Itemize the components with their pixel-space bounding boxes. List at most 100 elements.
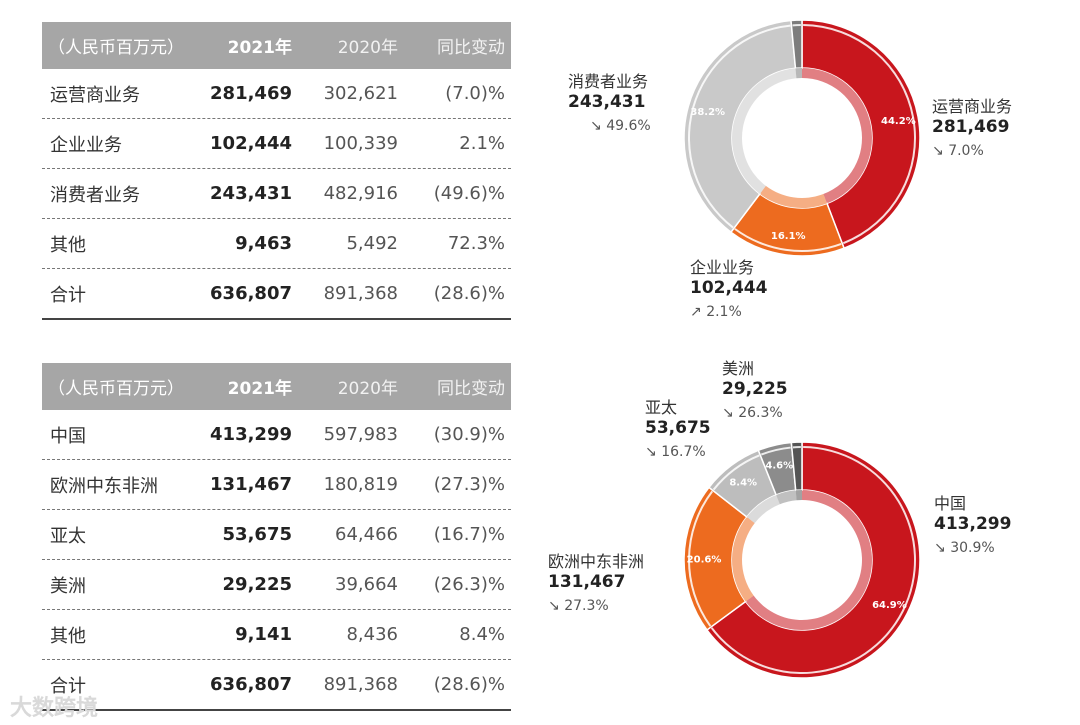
callout-emea: 欧洲中东非洲 131,467 ↘ 27.3% [548,552,644,616]
donut-slice-highlight [712,454,760,491]
row-label: 中国 [50,425,86,447]
change-value: 7.0% [948,143,984,159]
arrow-down-icon: ↘ [645,444,657,460]
row-change: 8.4% [459,624,505,645]
header-2021: 2021年 [227,38,292,58]
callout-name: 中国 [934,494,967,513]
change-value: 49.6% [606,118,651,134]
watermark-logo: 大数跨境 [10,696,99,721]
row-label: 合计 [50,284,86,306]
callout-name: 运营商业务 [932,97,1013,116]
callout-americas: 美洲 29,225 ↘ 26.3% [722,359,788,423]
arrow-up-icon: ↗ [690,304,702,320]
callout-name: 欧洲中东非洲 [548,552,645,571]
arrow-down-icon: ↘ [548,598,560,614]
row-2021: 53,675 [222,524,292,545]
row-2020: 891,368 [323,674,398,695]
callout-value: 243,431 [568,92,646,112]
arrow-down-icon: ↘ [722,405,734,421]
donut-slice-highlight [760,446,791,456]
row-change: (26.3)% [433,574,505,595]
callout-name: 企业业务 [690,258,755,277]
change-value: 30.9% [950,540,995,556]
table-row: 企业业务 102,444 100,339 2.1% [42,119,511,169]
row-2020: 482,916 [323,183,398,204]
row-2021: 281,469 [210,83,292,104]
callout-name: 消费者业务 [568,72,649,91]
callout-change: ↘ 30.9% [934,538,1011,558]
change-value: 27.3% [564,598,609,614]
arrow-down-icon: ↘ [590,118,602,134]
donut-inner-ring [795,68,802,79]
row-label: 美洲 [50,575,86,597]
callout-consumer: 消费者业务 243,431 ↘ 49.6% [568,72,651,136]
callout-value: 102,444 [690,278,768,298]
row-2021: 9,141 [235,624,292,645]
slice-label: 20.6% [687,555,722,566]
callout-change: ↘ 27.3% [548,596,644,616]
row-2021: 636,807 [210,283,292,304]
row-label: 消费者业务 [50,184,140,206]
donut-inner-ring [802,68,872,204]
header-unit: （人民币百万元） [48,379,184,399]
table-header: （人民币百万元） 2021年 2020年 同比变动 [42,22,511,69]
row-label: 合计 [50,675,86,697]
donut-inner-ring [746,494,780,524]
callout-change: ↗ 2.1% [690,302,767,322]
callout-value: 53,675 [645,418,711,438]
row-2020: 5,492 [346,233,398,254]
donut-slice-highlight [792,24,801,27]
row-2020: 64,466 [335,524,398,545]
row-2021: 29,225 [222,574,292,595]
table-row: 运营商业务 281,469 302,621 (7.0)% [42,69,511,119]
callout-value: 131,467 [548,572,626,592]
row-change: 2.1% [459,133,505,154]
callout-enterprise: 企业业务 102,444 ↗ 2.1% [690,258,767,322]
row-2021: 131,467 [210,474,292,495]
row-2021: 243,431 [210,183,292,204]
callout-change: ↘ 26.3% [722,403,788,423]
callout-change: ↘ 7.0% [932,141,1012,161]
change-value: 16.7% [661,444,706,460]
table-header: （人民币百万元） 2021年 2020年 同比变动 [42,363,511,410]
row-change: (49.6)% [433,183,505,204]
slice-label: 16.1% [771,231,806,242]
row-2020: 597,983 [323,424,398,445]
callout-name: 美洲 [722,359,755,378]
table-row-total: 合计 636,807 891,368 (28.6)% [42,269,511,320]
change-value: 2.1% [706,304,742,320]
header-unit: （人民币百万元） [48,38,184,58]
row-2021: 636,807 [210,674,292,695]
row-2020: 302,621 [323,83,398,104]
header-2020: 2020年 [337,379,398,399]
callout-value: 413,299 [934,514,1012,534]
table-row: 美洲 29,225 39,664 (26.3)% [42,560,511,610]
row-label: 亚太 [50,525,86,547]
row-2020: 100,339 [323,133,398,154]
row-2020: 8,436 [346,624,398,645]
header-2021: 2021年 [227,379,292,399]
table-row: 其他 9,463 5,492 72.3% [42,219,511,269]
business-table: （人民币百万元） 2021年 2020年 同比变动 运营商业务 281,469 … [42,22,511,320]
slice-label: 4.6% [765,461,793,472]
region-table: （人民币百万元） 2021年 2020年 同比变动 中国 413,299 597… [42,363,511,711]
business-donut-chart: 44.2% 16.1% 38.2% [683,19,921,257]
table-row: 中国 413,299 597,983 (30.9)% [42,410,511,460]
row-change: (16.7)% [433,524,505,545]
row-2021: 413,299 [210,424,292,445]
callout-name: 亚太 [645,398,678,417]
slice-label: 8.4% [729,478,757,489]
header-change: 同比变动 [437,379,505,399]
arrow-down-icon: ↘ [932,143,944,159]
row-label: 欧洲中东非洲 [50,475,158,497]
donut-slice-highlight [792,446,801,449]
row-label: 运营商业务 [50,84,140,106]
row-label: 其他 [50,625,86,647]
row-2021: 102,444 [210,133,292,154]
table-row: 亚太 53,675 64,466 (16.7)% [42,510,511,560]
table-row-total: 合计 636,807 891,368 (28.6)% [42,660,511,711]
callout-operator: 运营商业务 281,469 ↘ 7.0% [932,97,1012,161]
callout-value: 29,225 [722,379,788,399]
donut-inner-ring [732,68,797,194]
callout-value: 281,469 [932,117,1010,137]
